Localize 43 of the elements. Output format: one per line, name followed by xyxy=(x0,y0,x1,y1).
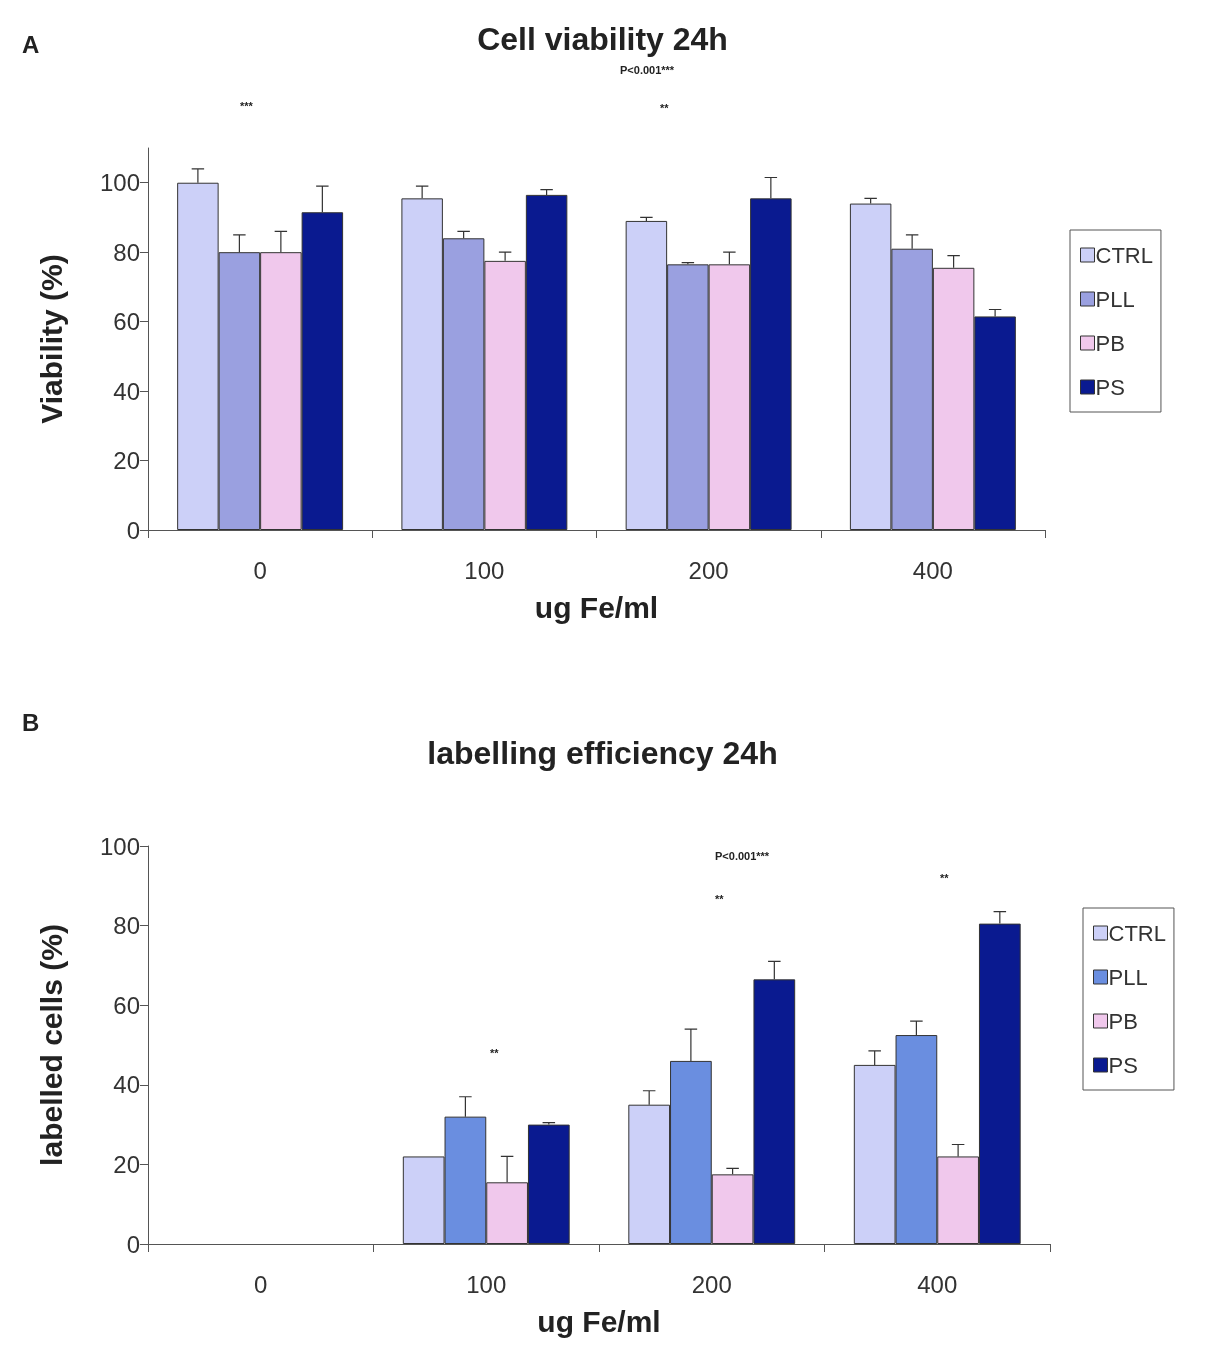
x-tick-label: 100 xyxy=(464,556,505,584)
text: P<0.001*** xyxy=(620,63,675,76)
text: B xyxy=(22,708,40,736)
x-tick-label: 200 xyxy=(688,556,729,584)
annotation: ** xyxy=(940,871,950,884)
y-tick-label: 20 xyxy=(113,1150,140,1178)
text: A xyxy=(22,30,40,58)
y-tick-label: 80 xyxy=(113,238,140,266)
x-tick-label: 100 xyxy=(466,1270,507,1298)
y-tick-label: 0 xyxy=(126,1230,140,1258)
legend-label: PS xyxy=(1108,1052,1138,1078)
y-tick-label: 100 xyxy=(99,832,140,860)
x-tick-label: 400 xyxy=(912,556,953,584)
legend-label: PLL xyxy=(1095,286,1135,312)
text: *** xyxy=(240,99,254,112)
y-tick-label: 60 xyxy=(113,308,140,336)
x-tick-label: 400 xyxy=(917,1270,958,1298)
y-axis-title: Viability (%) xyxy=(34,254,68,424)
x-tick-label: 0 xyxy=(253,556,267,584)
chart-title: Cell viability 24h xyxy=(477,21,728,57)
y-axis-title: labelled cells (%) xyxy=(34,924,68,1166)
annotation: ** xyxy=(715,892,725,905)
legend-label: CTRL xyxy=(1108,920,1166,946)
legend-label: PB xyxy=(1095,330,1125,356)
annotation: P<0.001*** xyxy=(715,849,770,862)
legend-label: PS xyxy=(1095,374,1125,400)
text: ** xyxy=(660,101,670,114)
x-tick-label: 0 xyxy=(254,1270,268,1298)
y-tick-label: 100 xyxy=(99,169,140,197)
y-tick-label: 40 xyxy=(113,377,140,405)
legend-label: CTRL xyxy=(1095,242,1153,268)
x-tick-label: 200 xyxy=(691,1270,732,1298)
annotation: ** xyxy=(490,1046,500,1059)
x-axis-title: ug Fe/ml xyxy=(537,1304,661,1338)
y-tick-label: 40 xyxy=(113,1071,140,1099)
legend-label: PLL xyxy=(1108,964,1148,990)
y-tick-label: 60 xyxy=(113,991,140,1019)
chart-title: labelling efficiency 24h xyxy=(427,735,778,771)
y-tick-label: 80 xyxy=(113,912,140,940)
x-axis-title: ug Fe/ml xyxy=(534,590,659,624)
y-tick-label: 0 xyxy=(126,516,140,544)
y-tick-label: 20 xyxy=(113,447,140,475)
legend-label: PB xyxy=(1108,1008,1138,1034)
